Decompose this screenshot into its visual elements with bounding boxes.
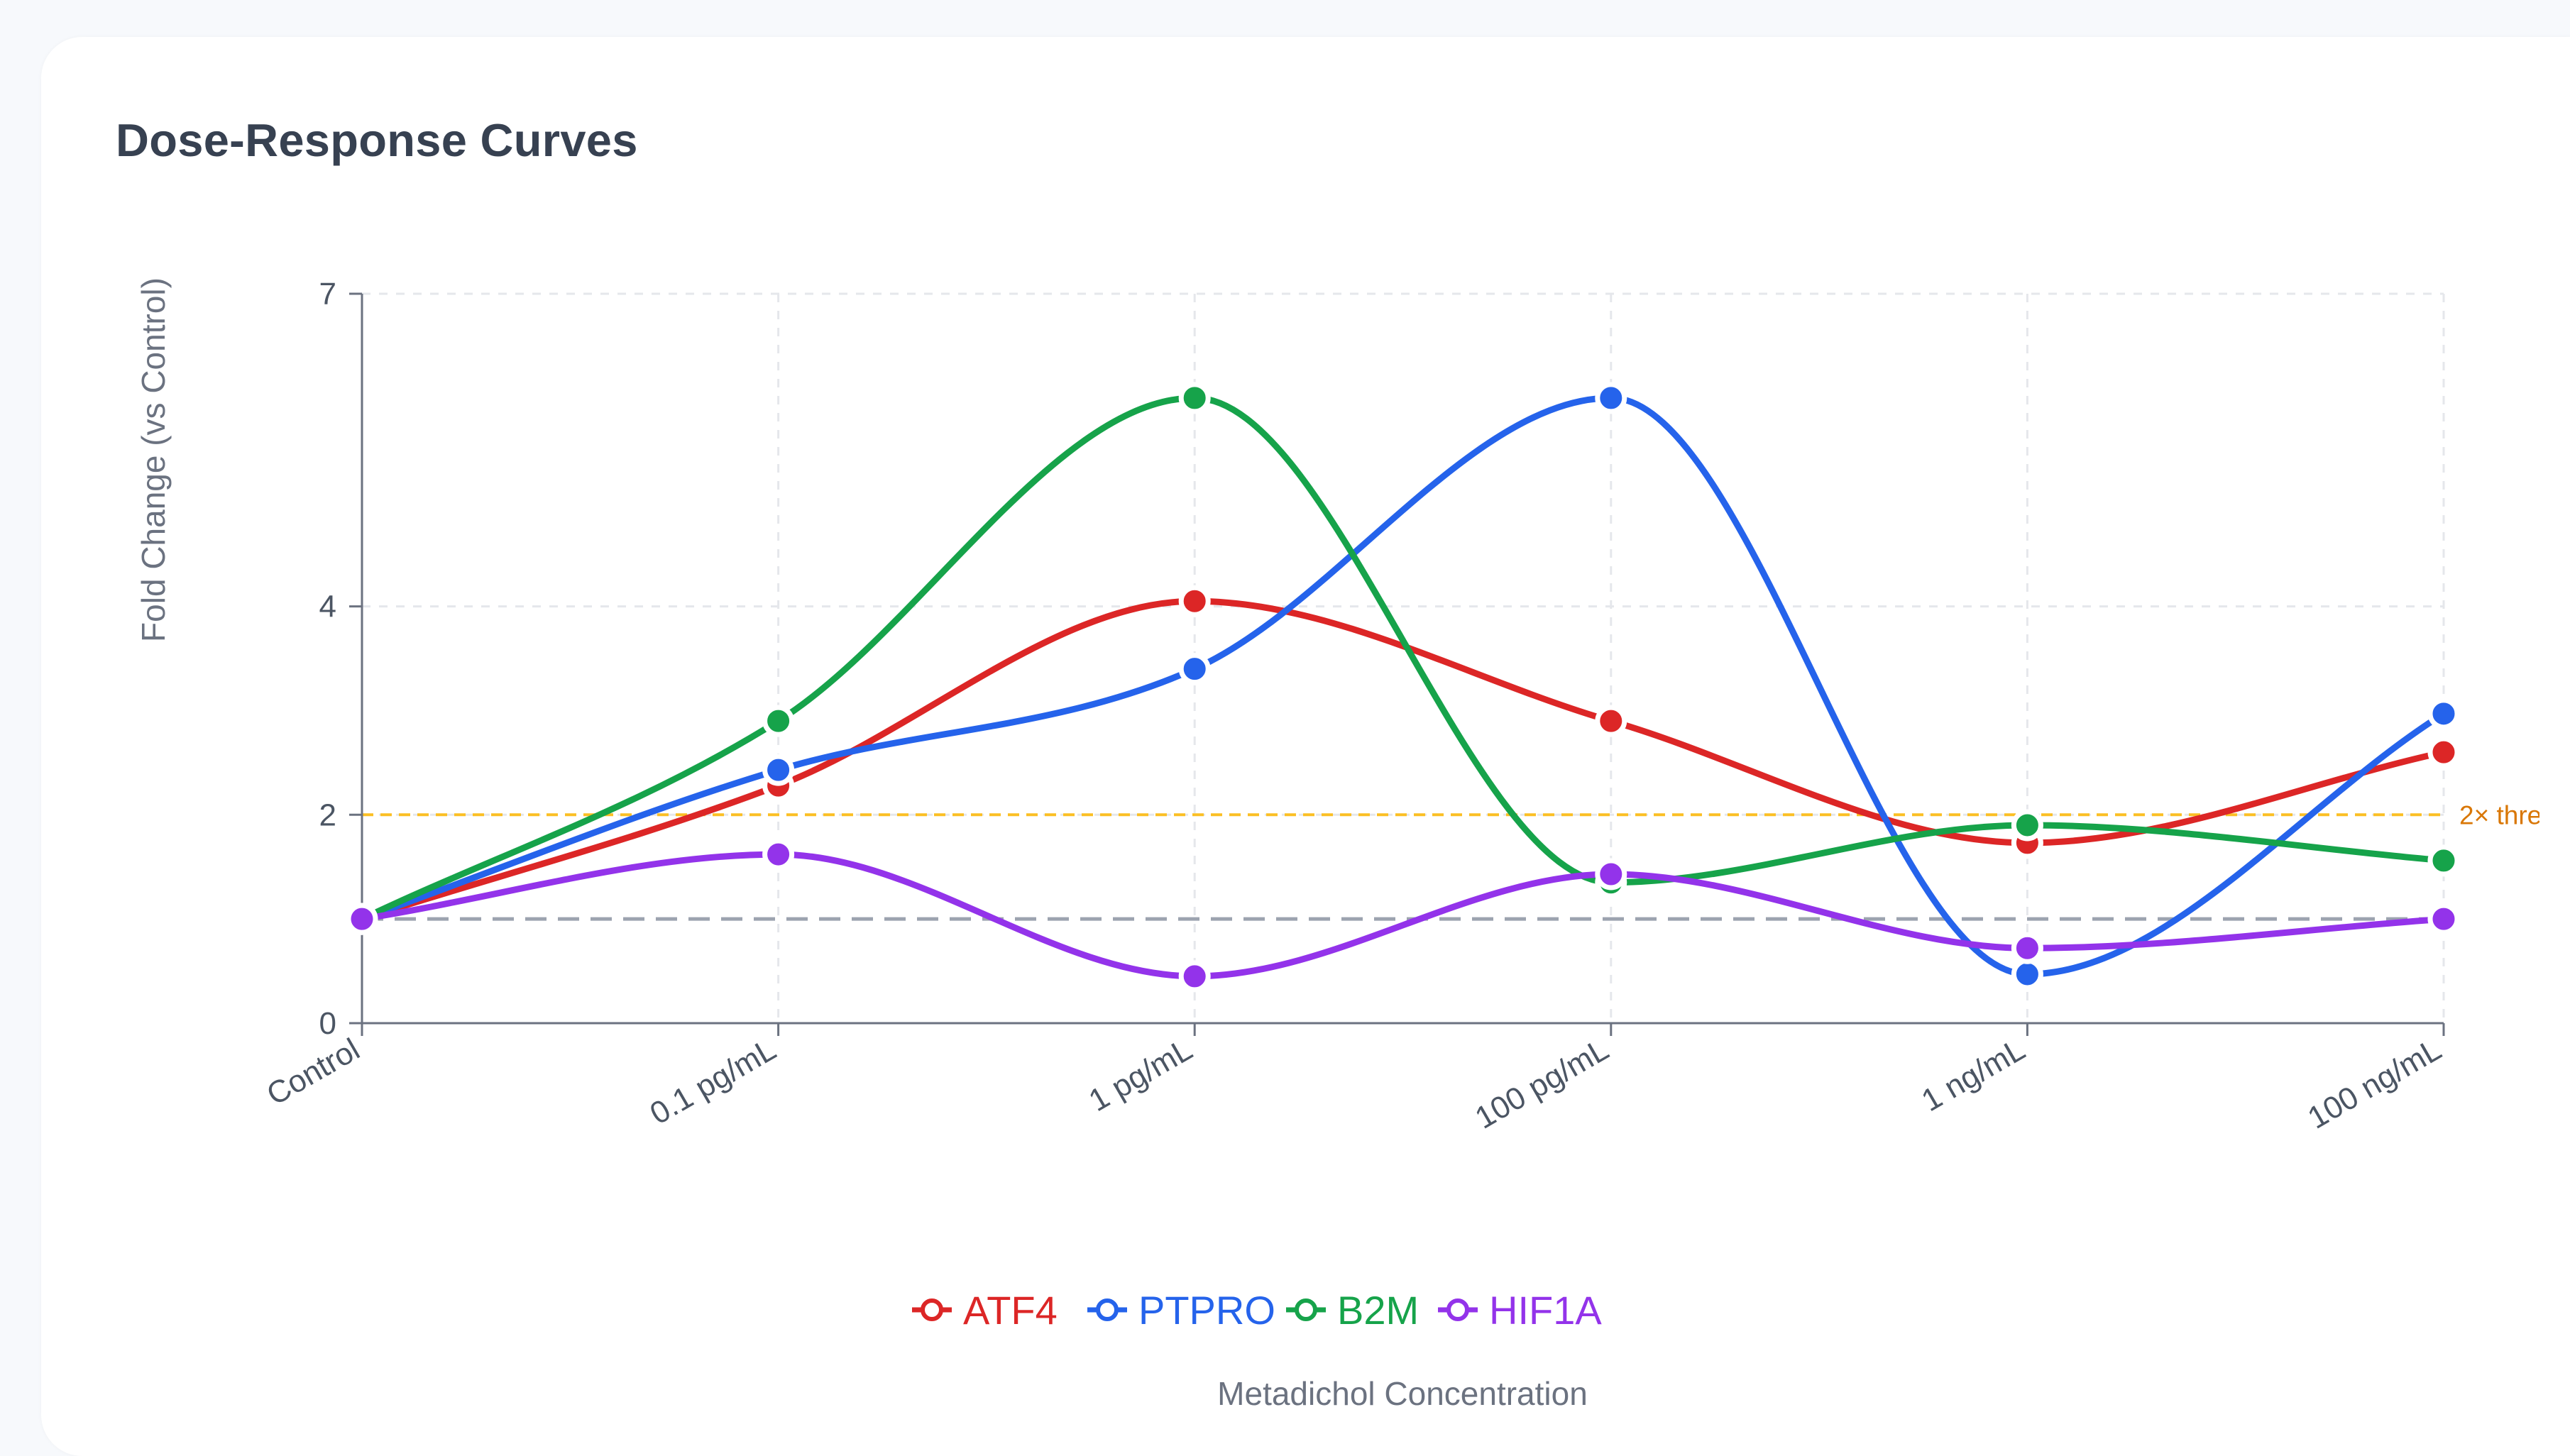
reference-lines: 2× threshold — [362, 800, 2570, 921]
legend-marker-hif1a — [1446, 1298, 1469, 1321]
x-tick-label: 100 ng/mL — [2302, 1032, 2447, 1135]
data-point-ptpro — [762, 754, 795, 786]
y-axis-label: Fold Change (vs Control) — [135, 277, 172, 642]
legend-item-hif1a: HIF1A — [1438, 1288, 1602, 1333]
data-point-hif1a — [2011, 932, 2043, 964]
data-point-hif1a — [2427, 903, 2460, 935]
threshold-label: 2× threshold — [2459, 800, 2570, 829]
x-axis-label: Metadichol Concentration — [1217, 1375, 1588, 1412]
data-point-atf4 — [1595, 705, 1627, 737]
data-point-atf4 — [1178, 585, 1211, 617]
legend-label-hif1a: HIF1A — [1489, 1288, 1602, 1333]
chart-title: Dose-Response Curves — [116, 114, 638, 166]
y-tick-label: 0 — [319, 1006, 336, 1041]
data-point-ptpro — [2011, 958, 2043, 991]
legend-label-ptpro: PTPRO — [1138, 1288, 1275, 1333]
series-line-b2m — [358, 395, 2447, 922]
data-point-hif1a — [762, 838, 795, 871]
legend-marker-b2m — [1295, 1298, 1317, 1321]
x-tick-label: 0.1 pg/mL — [644, 1032, 782, 1131]
legend-marker-ptpro — [1096, 1298, 1119, 1321]
legend-label-b2m: B2M — [1337, 1288, 1419, 1333]
legend-marker-atf4 — [921, 1298, 943, 1321]
series-line-ptpro — [358, 395, 2447, 978]
chart-card — [41, 37, 2570, 1456]
legend-item-b2m: B2M — [1286, 1288, 1419, 1333]
series-line-hif1a — [358, 851, 2447, 980]
legend-item-ptpro: PTPRO — [1087, 1288, 1275, 1333]
series-line-atf4 — [358, 597, 2447, 922]
y-tick-label: 2 — [319, 798, 336, 832]
data-point-hif1a — [1178, 960, 1211, 993]
x-tick-label: Control — [261, 1032, 366, 1112]
legend: ATF4 PTPRO B2M HIF1A — [912, 1288, 1602, 1333]
y-tick-label: 7 — [319, 277, 336, 311]
data-point-ptpro — [1178, 653, 1211, 685]
data-point-hif1a — [1595, 858, 1627, 890]
legend-item-atf4: ATF4 — [912, 1288, 1058, 1333]
data-point-b2m — [762, 705, 795, 737]
data-point-b2m — [1178, 382, 1211, 414]
x-tick-label: 1 pg/mL — [1083, 1032, 1198, 1118]
data-point-ptpro — [2427, 697, 2460, 730]
legend-label-atf4: ATF4 — [963, 1288, 1058, 1333]
x-tick-label: 1 ng/mL — [1916, 1032, 2031, 1118]
y-tick-label: 4 — [319, 590, 336, 624]
data-point-b2m — [2427, 844, 2460, 877]
data-point-atf4 — [2427, 736, 2460, 768]
series-layer — [346, 382, 2460, 993]
x-tick-label: 100 pg/mL — [1469, 1032, 1615, 1135]
data-point-ptpro — [1595, 382, 1627, 414]
grid — [362, 292, 2445, 1023]
data-point-hif1a — [346, 903, 378, 935]
data-point-b2m — [2011, 809, 2043, 842]
axes: 0 2 4 7 Control 0.1 pg/mL 1 pg/mL 100 pg/mL 1 ng… — [261, 277, 2447, 1136]
